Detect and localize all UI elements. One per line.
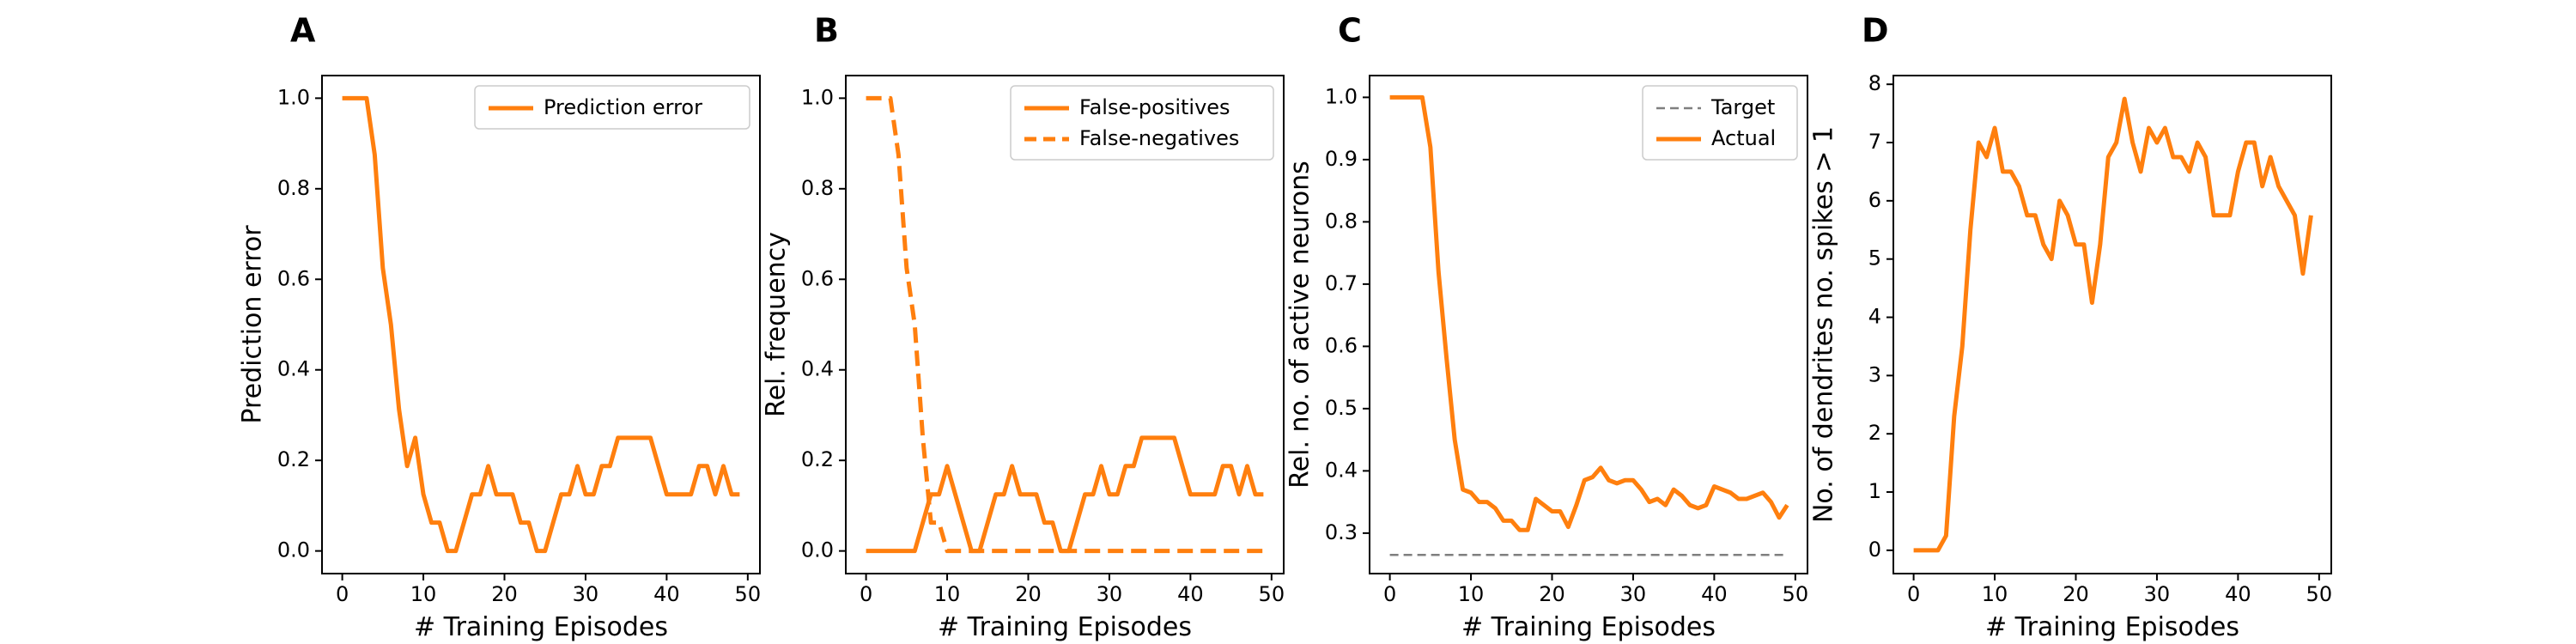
y-axis-label: Rel. no. of active neurons: [1285, 161, 1315, 489]
axes-frame: [1893, 75, 2332, 574]
x-tick-label: 10: [410, 582, 437, 606]
y-tick-label: 0.6: [801, 266, 834, 290]
panel-b: B 0 10 20 30 40 50 0.0 0.2 0.4 0.6 0.8 1.0 # Training…: [762, 12, 1285, 643]
x-axis-label: # Training Episodes: [414, 612, 668, 642]
x-tick-label: 40: [2225, 582, 2251, 606]
legend-entry: Target: [1710, 95, 1775, 119]
legend: Target Actual: [1642, 85, 1798, 161]
legend-box: [474, 85, 750, 130]
legend-entry: Prediction error: [544, 95, 702, 119]
y-tick-label: 0.7: [1325, 271, 1358, 295]
y-tick-label: 0.4: [1325, 458, 1358, 482]
x-tick-label: 40: [1177, 582, 1204, 606]
panel-letter: A: [290, 12, 316, 50]
y-axis-label: No. of dendrites no. spikes > 1: [1809, 126, 1839, 523]
y-tick-label: 0.0: [801, 538, 834, 562]
y-tick-label: 0.2: [277, 447, 310, 471]
y-tick-label: 7: [1868, 130, 1881, 154]
y-axis-label: Rel. frequency: [762, 232, 792, 417]
y-tick-label: 0.3: [1325, 520, 1358, 544]
y-tick-label: 0.8: [1325, 209, 1358, 233]
y-tick-label: 1.0: [277, 85, 310, 109]
x-tick-label: 40: [653, 582, 680, 606]
y-tick-label: 0.9: [1325, 147, 1358, 171]
y-tick-label: 1.0: [801, 85, 834, 109]
y-tick-label: 3: [1868, 362, 1881, 386]
legend: False-positives False-negatives: [1010, 85, 1274, 161]
legend-entry: False-negatives: [1079, 126, 1239, 150]
x-tick-label: 20: [2063, 582, 2089, 606]
legend-entry: Actual: [1711, 126, 1776, 150]
legend: Prediction error: [474, 85, 750, 130]
series-line-main: [1913, 96, 2313, 553]
y-axis-label: Prediction error: [238, 225, 268, 424]
y-tick-label: 0.6: [277, 266, 310, 290]
x-axis-label: # Training Episodes: [1461, 612, 1716, 642]
axes-frame: [845, 75, 1285, 574]
x-axis-label: # Training Episodes: [938, 612, 1192, 642]
x-tick-label: 30: [2144, 582, 2171, 606]
x-tick-label: 0: [336, 582, 349, 606]
legend-entry: False-positives: [1079, 95, 1230, 119]
x-tick-label: 0: [1383, 582, 1396, 606]
x-tick-label: 10: [934, 582, 961, 606]
y-tick-label: 0.6: [1325, 333, 1358, 357]
y-tick-label: 0.8: [277, 176, 310, 200]
panel-a: A 0 10 20 30 40 50 0.0 0.2 0.4 0.6 0.8 1.0 # Training…: [238, 12, 762, 643]
y-tick-label: 4: [1868, 305, 1881, 329]
series-line-prediction-error: [342, 95, 740, 554]
series-line-actual: [1389, 94, 1789, 532]
y-tick-label: 1: [1868, 479, 1881, 503]
y-tick-label: 0: [1868, 538, 1881, 562]
x-tick-label: 20: [491, 582, 518, 606]
x-tick-label: 30: [1097, 582, 1123, 606]
x-tick-label: 10: [1982, 582, 2008, 606]
x-tick-label: 50: [1783, 582, 1809, 606]
x-axis-label: # Training Episodes: [1985, 612, 2239, 642]
x-tick-label: 30: [1620, 582, 1647, 606]
panel-c: C 0 10 20 30 40 50 0.3 0.4 0.5 0.6 0.7 0.8 0.9 1.0 # Tr…: [1285, 12, 1809, 643]
series-line-false-negatives: [866, 95, 1264, 554]
x-tick-label: 10: [1458, 582, 1485, 606]
y-tick-label: 0.4: [801, 357, 834, 381]
y-tick-label: 5: [1868, 246, 1881, 270]
x-tick-label: 30: [573, 582, 599, 606]
legend-box: [1010, 85, 1274, 161]
axes-frame: [321, 75, 761, 574]
x-tick-label: 50: [1259, 582, 1285, 606]
y-tick-label: 6: [1868, 188, 1881, 212]
y-tick-label: 0.2: [801, 447, 834, 471]
panel-letter: B: [814, 12, 839, 50]
x-tick-label: 20: [1539, 582, 1565, 606]
x-tick-label: 20: [1015, 582, 1042, 606]
panel-d: D 0 10 20 30 40 50 0 1 2 3 4 5 6 7 8 # Training Episodes…: [1809, 12, 2333, 643]
y-tick-label: 0.4: [277, 357, 310, 381]
y-tick-label: 1.0: [1325, 84, 1358, 108]
x-tick-label: 40: [1701, 582, 1728, 606]
x-tick-label: 50: [2306, 582, 2333, 606]
y-tick-label: 0.8: [801, 176, 834, 200]
panel-letter: C: [1338, 12, 1362, 50]
x-tick-label: 0: [1907, 582, 1920, 606]
panel-letter: D: [1862, 12, 1889, 50]
y-tick-label: 2: [1868, 421, 1881, 445]
x-tick-label: 50: [735, 582, 762, 606]
x-tick-label: 0: [860, 582, 872, 606]
y-tick-label: 0.5: [1325, 396, 1358, 420]
axes-frame: [1369, 75, 1808, 574]
y-tick-label: 8: [1868, 71, 1881, 95]
y-tick-label: 0.0: [277, 538, 310, 562]
